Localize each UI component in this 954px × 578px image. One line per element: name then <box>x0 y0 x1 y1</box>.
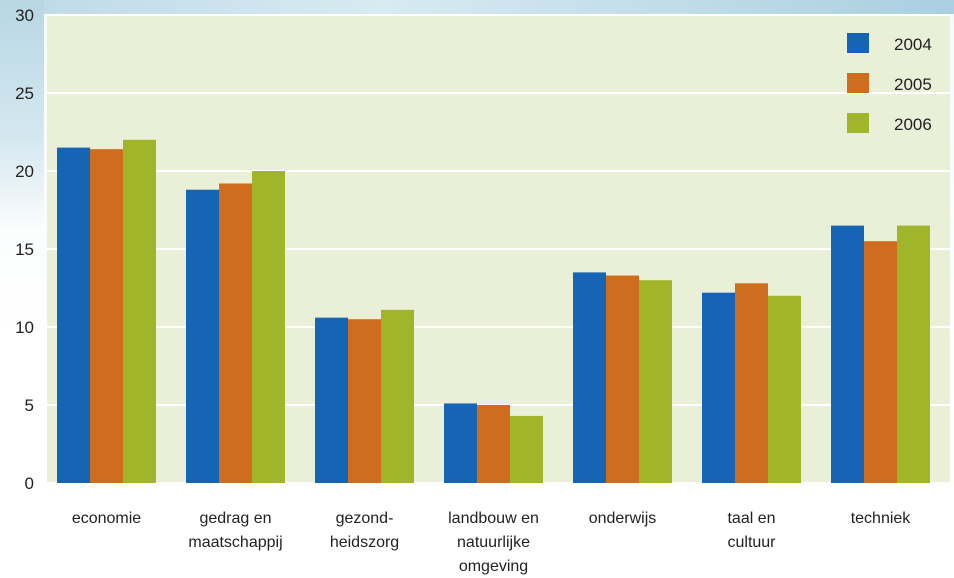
bar-2005 <box>606 275 639 483</box>
bar-2004 <box>315 317 348 483</box>
legend-label: 2005 <box>894 75 932 94</box>
bar-2004 <box>444 403 477 483</box>
category-label-line: onderwijs <box>589 510 657 527</box>
category-label: taal en cultuur <box>727 510 776 551</box>
category-label-line: maatschappij <box>188 534 282 551</box>
header-band <box>0 0 954 14</box>
y-tick-label: 15 <box>15 240 34 259</box>
category-label: onderwijs <box>589 510 657 527</box>
bar-2005 <box>219 183 252 484</box>
category-label: landbouw en natuurlijke omgeving <box>448 510 539 575</box>
bar-2006 <box>123 139 156 484</box>
y-tick-label: 30 <box>15 6 34 25</box>
legend-label: 2006 <box>894 115 932 134</box>
bar-2005 <box>348 319 381 483</box>
bar-2004 <box>831 225 864 483</box>
bar-2006 <box>897 225 930 483</box>
legend-swatch-2006 <box>847 113 869 133</box>
bar-2006 <box>639 280 672 483</box>
x-axis-labels: economie gedrag en maatschappij gezond-heid… <box>72 510 911 575</box>
category-label: techniek <box>851 510 912 527</box>
bar-2005 <box>735 283 768 483</box>
category-label-line: taal en <box>727 510 775 527</box>
legend-label: 2004 <box>894 35 932 54</box>
category-label-line: gezond- <box>336 510 394 527</box>
left-decoration <box>0 0 44 230</box>
category-label: economie <box>72 510 141 527</box>
bar-2004 <box>57 147 90 483</box>
bar-2006 <box>381 309 414 483</box>
category-label-line: landbouw en <box>448 510 539 527</box>
category-label-line: natuurlijke <box>457 534 530 551</box>
category-label-line: heidszorg <box>330 534 399 551</box>
bar-2004 <box>186 189 219 483</box>
category-label-line: gedrag en <box>199 510 271 527</box>
bar-2005 <box>477 405 510 483</box>
bars <box>57 139 930 484</box>
category-label-line: techniek <box>851 510 912 527</box>
bar-2005 <box>864 241 897 483</box>
category-label-line: cultuur <box>727 534 776 551</box>
y-tick-label: 5 <box>25 396 34 415</box>
legend-swatch-2004 <box>847 33 869 53</box>
bar-2006 <box>510 415 543 483</box>
category-label-line: omgeving <box>459 558 528 575</box>
y-tick-label: 20 <box>15 162 34 181</box>
legend: 2004 2005 2006 <box>847 33 932 134</box>
category-label: gedrag en maatschappij <box>188 510 282 551</box>
bar-2006 <box>252 171 285 483</box>
category-label-line: economie <box>72 510 141 527</box>
y-axis-ticks: 0 5 10 15 20 25 30 <box>15 6 34 493</box>
category-label: gezond-heidszorg <box>330 510 399 551</box>
bar-2006 <box>768 295 801 483</box>
bar-2005 <box>90 149 123 483</box>
y-tick-label: 0 <box>25 474 34 493</box>
bar-2004 <box>573 272 606 483</box>
legend-swatch-2005 <box>847 73 869 93</box>
y-tick-label: 10 <box>15 318 34 337</box>
bar-2004 <box>702 292 735 483</box>
y-tick-label: 25 <box>15 84 34 103</box>
